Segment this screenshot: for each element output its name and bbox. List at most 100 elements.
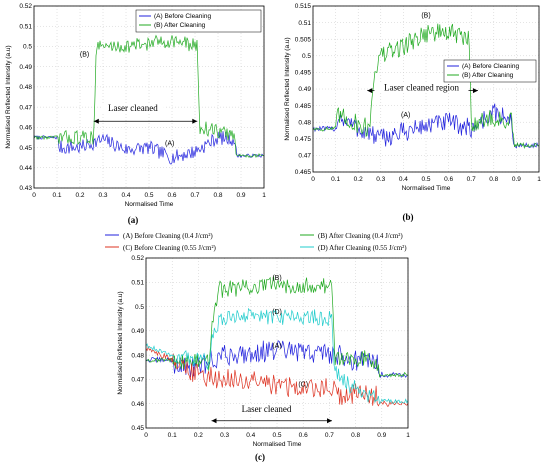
- x-tick-label: 0.1: [168, 432, 177, 439]
- arrow-head-right: [472, 88, 478, 94]
- arrow-head-right: [192, 118, 198, 124]
- series-line-b: [33, 34, 264, 159]
- chart-panel-a: 0 0.1 0.2 0.3 0.4 0.5 0.6 0.7 0.8 0.9 1 0.43 0.44 0.4…: [5, 3, 266, 225]
- arrow-head-left: [367, 88, 373, 94]
- curve-label: (C): [298, 382, 308, 389]
- x-tick-label: 0.1: [52, 192, 61, 199]
- series-line-b: [312, 23, 540, 149]
- y-tick-label: 0.45: [131, 425, 144, 432]
- x-tick-label: 0.2: [354, 176, 363, 183]
- x-tick-label: 0.4: [246, 432, 255, 439]
- x-tick-label: 0.4: [121, 192, 130, 199]
- plot-frame: [145, 257, 409, 429]
- y-tick-label: 0.48: [131, 352, 144, 359]
- arrow-head-right: [327, 418, 333, 424]
- y-tick-label: 0.48: [298, 119, 311, 126]
- y-tick-label: 0.5: [23, 44, 32, 51]
- arrow-head-left: [93, 118, 99, 124]
- panel-caption: (a): [128, 215, 139, 225]
- y-tick-label: 0.47: [298, 153, 311, 160]
- panel-caption: (b): [403, 212, 414, 222]
- y-axis-label: Normalised Reflected Intensity (a.u): [284, 37, 291, 140]
- y-tick-label: 0.515: [295, 3, 312, 10]
- y-tick-label: 0.49: [19, 64, 32, 71]
- x-tick-label: 0.2: [75, 192, 84, 199]
- y-tick-label: 0.52: [131, 255, 144, 262]
- x-tick-label: 0.5: [144, 192, 153, 199]
- x-axis-label: Normalised Time: [125, 201, 174, 208]
- y-axis-label: Normalised Reflected Intensity (a.u): [117, 291, 124, 394]
- legend-entry: (A) Before Cleaning: [154, 13, 211, 20]
- combined-legend-entry: (B) After Cleaning (0.4 J/cm²): [318, 232, 403, 240]
- legend-box: [443, 59, 537, 83]
- x-tick-label: 0.6: [444, 176, 453, 183]
- x-tick-label: 1: [537, 176, 541, 183]
- y-tick-label: 0.51: [19, 23, 32, 30]
- y-tick-label: 0.505: [295, 36, 312, 43]
- x-tick-label: 0.1: [331, 176, 340, 183]
- x-tick-label: 0.8: [213, 192, 222, 199]
- series-line-a: [312, 103, 540, 149]
- x-tick-label: 0.3: [98, 192, 107, 199]
- legend-box: [135, 9, 262, 33]
- x-tick-label: 0.7: [190, 192, 199, 199]
- legend-entry: (B) After Cleaning: [462, 72, 514, 79]
- combined-legend: (A) Before Cleaning (0.4 J/cm²) (B) After…: [105, 232, 407, 252]
- x-tick-label: 0.9: [377, 432, 386, 439]
- x-tick-label: 0.3: [376, 176, 385, 183]
- x-tick-label: 0: [144, 432, 148, 439]
- y-tick-label: 0.45: [19, 145, 32, 152]
- curve-label: (D): [272, 309, 282, 316]
- x-tick-label: 0.5: [421, 176, 430, 183]
- x-tick-label: 0.3: [220, 432, 229, 439]
- annotation-label: Laser cleaned: [242, 404, 292, 414]
- annotation-bg: [102, 103, 164, 114]
- x-tick-label: 1: [406, 432, 410, 439]
- y-axis-label: Normalised Reflected Intensity (a.u): [5, 45, 12, 148]
- combined-legend-entry: (C) Before Cleaning (0.55 J/cm²): [123, 244, 217, 252]
- y-tick-label: 0.5: [302, 53, 311, 60]
- x-tick-label: 0.8: [489, 176, 498, 183]
- y-tick-label: 0.52: [19, 3, 32, 10]
- panel-caption: (c): [255, 452, 265, 462]
- y-tick-label: 0.46: [131, 401, 144, 408]
- plot-frame: [33, 5, 265, 189]
- x-axis-label: Normalised Time: [253, 441, 302, 448]
- y-tick-label: 0.51: [131, 279, 144, 286]
- x-tick-label: 0: [32, 192, 36, 199]
- arrow-head-left: [211, 418, 217, 424]
- x-tick-label: 0.6: [299, 432, 308, 439]
- curve-label: (B): [272, 275, 281, 282]
- y-tick-label: 0.48: [19, 84, 32, 91]
- curve-label: (B): [421, 13, 430, 20]
- series-line-d: [145, 307, 409, 405]
- x-tick-label: 0.7: [467, 176, 476, 183]
- y-tick-label: 0.43: [19, 185, 32, 192]
- x-tick-label: 0.2: [194, 432, 203, 439]
- chart-panel-c: 0 0.1 0.2 0.3 0.4 0.5 0.6 0.7 0.8 0.9 1 0.45 0.46 0.4…: [117, 255, 410, 462]
- y-tick-label: 0.485: [295, 103, 312, 110]
- y-tick-label: 0.47: [19, 104, 32, 111]
- y-tick-label: 0.46: [19, 125, 32, 132]
- x-tick-label: 0: [311, 176, 315, 183]
- x-tick-label: 0.7: [325, 432, 334, 439]
- x-tick-label: 1: [262, 192, 266, 199]
- curve-label: (A): [401, 112, 410, 119]
- x-tick-label: 0.4: [399, 176, 408, 183]
- y-tick-label: 0.495: [295, 70, 312, 77]
- y-tick-label: 0.465: [295, 169, 312, 176]
- x-tick-label: 0.8: [351, 432, 360, 439]
- y-tick-label: 0.5: [135, 304, 144, 311]
- chart-panel-b: 0 0.1 0.2 0.3 0.4 0.5 0.6 0.7 0.8 0.9 1 0.465 0.47 0.…: [284, 3, 541, 222]
- x-tick-label: 0.6: [167, 192, 176, 199]
- plot-frame: [312, 5, 540, 173]
- curve-label: (A): [165, 141, 174, 148]
- legend-entry: (B) After Cleaning: [154, 22, 206, 29]
- annotation-label: Laser cleaned region: [384, 83, 459, 93]
- y-tick-label: 0.51: [298, 20, 311, 27]
- y-tick-label: 0.49: [131, 328, 144, 335]
- series-line-c: [145, 345, 409, 407]
- y-tick-label: 0.47: [131, 377, 144, 384]
- annotation-label: Laser cleaned: [108, 103, 158, 113]
- curve-label: (A): [272, 343, 281, 350]
